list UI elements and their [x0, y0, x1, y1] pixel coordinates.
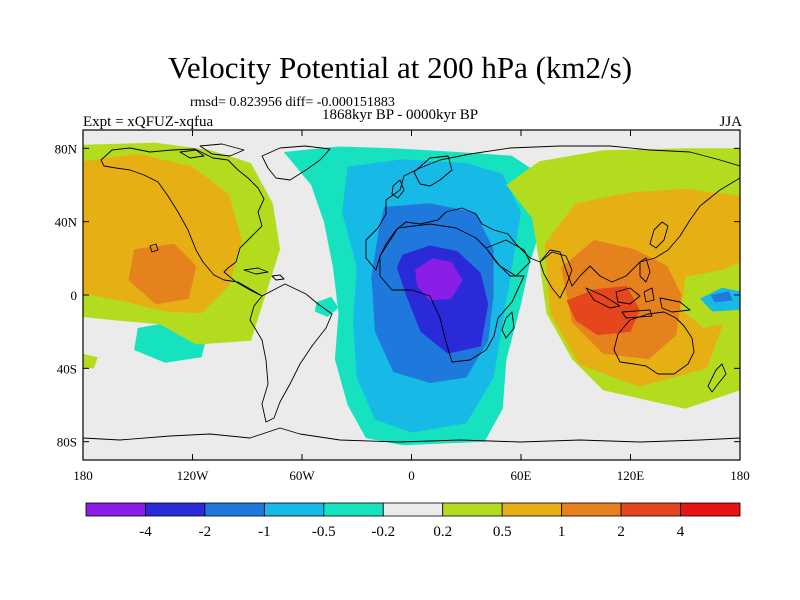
- south-america-coast: [249, 283, 333, 423]
- contour-region-5: [314, 296, 339, 317]
- colorbar-label-2: -1: [258, 524, 271, 540]
- britain-coast: [391, 179, 405, 199]
- contour-region-14: [566, 285, 640, 336]
- colorbar-box-9: [620, 502, 681, 517]
- caribbean-coast: [243, 267, 285, 281]
- y-tick-label-4: 80S: [57, 435, 77, 450]
- contour-region-18: [83, 353, 98, 369]
- colorbar-box-7: [501, 502, 563, 517]
- colorbar-box-5: [382, 502, 444, 517]
- scandinavia-coast: [413, 155, 453, 187]
- y-tick-label-3: 40S: [57, 361, 77, 376]
- experiment-label: Expt = xQFUZ-xqfua: [83, 114, 214, 130]
- x-tick-label-3: 0: [408, 468, 415, 483]
- y-tick-label-1: 40N: [55, 215, 78, 230]
- x-tick-label-6: 180: [730, 468, 750, 483]
- x-tick-label-2: 60W: [289, 468, 315, 483]
- contour-region-4: [415, 258, 463, 301]
- arctic-islands-coast: [179, 143, 245, 159]
- coastlines: [83, 143, 740, 443]
- india-coast: [539, 251, 573, 299]
- x-tick-label-1: 120W: [177, 468, 210, 483]
- y-tick-label-2: 0: [71, 288, 78, 303]
- colorbar-box-8: [561, 502, 622, 517]
- japan-coast: [649, 221, 669, 249]
- colorbar-label-7: 1: [558, 524, 566, 540]
- rmsd-stats: rmsd= 0.823956 diff= -0.000151883: [190, 95, 395, 110]
- x-tick-label-4: 60E: [511, 468, 532, 483]
- contour-region-12: [128, 243, 197, 305]
- colorbar-label-1: -2: [199, 524, 212, 540]
- contour-fields: [83, 142, 740, 446]
- australia-coast: [613, 311, 695, 375]
- colorbar-label-9: 4: [677, 524, 685, 540]
- x-tick-label-5: 120E: [617, 468, 645, 483]
- africa-coast: [379, 223, 525, 363]
- contour-region-17: [710, 291, 733, 303]
- colorbar-box-4: [323, 502, 384, 517]
- colorbar-label-8: 2: [617, 524, 625, 540]
- contour-region-10: [83, 153, 242, 314]
- colorbar-label-5: 0.2: [433, 524, 452, 540]
- season-label: JJA: [719, 114, 742, 130]
- colorbar-box-3: [263, 502, 325, 517]
- map-axes: 180 120W 60W 0 60E 120E 180 80N 40N 0 40S 80S: [55, 130, 750, 483]
- colorbar-box-2: [204, 502, 265, 517]
- colorbar-box-10: [680, 502, 741, 517]
- new-zealand-coast: [707, 363, 727, 393]
- colorbar-box-0: [85, 502, 146, 517]
- hawaii-coast: [149, 243, 159, 253]
- indonesia-coast: [585, 287, 691, 319]
- y-tick-label-0: 80N: [55, 141, 78, 156]
- colorbar-label-4: -0.2: [371, 524, 395, 540]
- greenland-coast: [261, 145, 331, 181]
- colorbar-label-6: 0.5: [493, 524, 512, 540]
- period-subtitle: 1868kyr BP - 0000kyr BP: [322, 107, 479, 123]
- philippines-coast: [639, 257, 651, 283]
- colorbar-label-0: -4: [139, 524, 152, 540]
- colorbar-label-3: -0.5: [312, 524, 336, 540]
- antarctica-coast: [83, 427, 740, 443]
- madagascar-coast: [501, 311, 515, 339]
- colorbar-box-1: [145, 502, 206, 517]
- chart-title: Velocity Potential at 200 hPa (km2/s): [167, 50, 633, 85]
- colorbar-box-6: [442, 502, 503, 517]
- arabia-coast: [485, 239, 531, 277]
- north-america-coast: [100, 147, 265, 297]
- x-tick-label-0: 180: [73, 468, 93, 483]
- colorbar: -4 -2 -1 -0.5 -0.2 0.2 0.5 1 2 4: [85, 502, 741, 540]
